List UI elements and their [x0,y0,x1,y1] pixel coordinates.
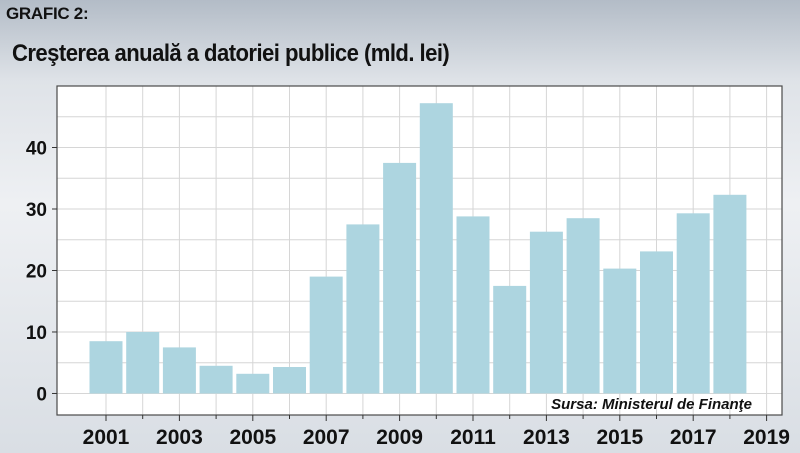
source-note: Sursa: Ministerul de Finanţe [551,396,752,413]
x-tick-label: 2019 [743,426,790,449]
bar-2008 [346,224,380,394]
x-tick-label: 2013 [523,426,570,449]
y-tick-label: 20 [26,261,47,282]
chart-title: Creşterea anuală a datoriei publice (mld… [12,40,450,67]
bar-2009 [383,162,417,394]
bar-2010 [419,103,453,394]
bar-2002 [126,332,160,394]
x-tick-label: 2007 [303,426,350,449]
x-axis: 2001 2003 2005 2007 2009 2011 2013 2015 2017 2019 [83,415,790,449]
y-tick-label: 10 [26,323,47,344]
plot-frame [56,85,783,416]
y-tick-label: 0 [36,384,47,405]
bar-2013 [529,231,563,394]
bar-2014 [566,218,600,394]
x-tick-label: 2003 [156,426,203,449]
bar-2016 [640,251,673,394]
bar-2006 [273,367,306,394]
x-tick-label: 2009 [376,426,423,449]
x-tick-label: 2011 [450,426,496,449]
bar-2001 [89,341,123,394]
bar-2004 [199,365,233,394]
y-tick-label: 30 [26,200,47,221]
bar-2017 [676,213,710,394]
y-axis: 0 10 20 30 40 [26,138,57,405]
bar-2018 [713,194,747,394]
y-tick-label: 40 [26,138,47,159]
bar-2005 [236,373,270,394]
bar-2011 [456,216,490,394]
bars [89,103,747,394]
x-tick-label: 2005 [229,426,276,449]
x-tick-label: 2001 [83,426,130,449]
bar-2003 [162,347,196,394]
bar-2012 [493,285,527,394]
x-tick-label: 2017 [670,426,717,449]
bar-2007 [309,276,343,394]
bar-2015 [603,268,637,394]
figure-label: GRAFIC 2: [6,4,89,23]
x-tick-label: 2015 [596,426,643,449]
